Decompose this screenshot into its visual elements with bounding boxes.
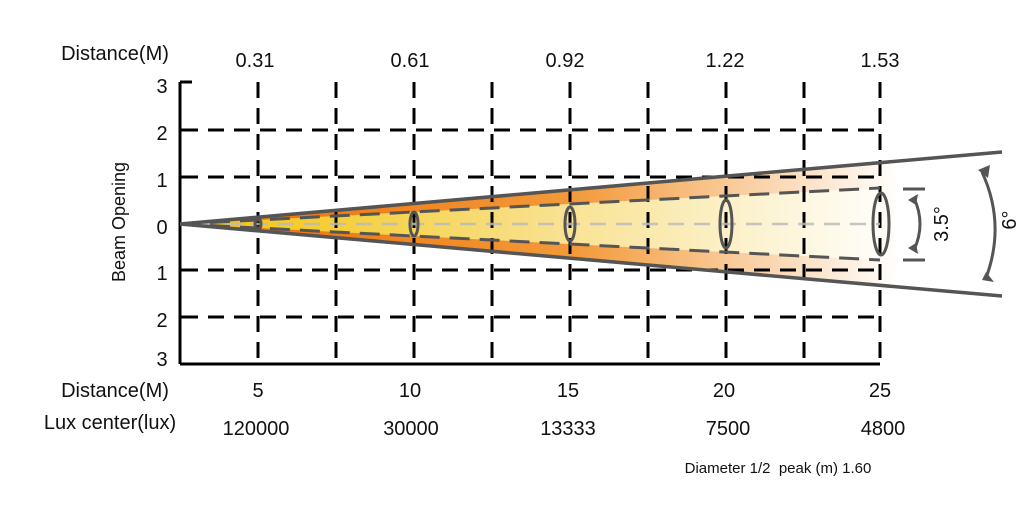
outer-angle-label: 6°: [999, 210, 1021, 229]
cross-section-25m: [871, 191, 891, 257]
top-diameter-3: 0.92: [546, 50, 585, 72]
outer-angle-arrow-up: [978, 165, 990, 178]
bottom-distance-title: Distance(M): [61, 380, 169, 402]
left-tick-3-top: 3: [156, 76, 167, 98]
top-diameter-4: 1.22: [706, 50, 745, 72]
distance-2: 10: [399, 380, 421, 402]
lux-3: 13333: [540, 418, 596, 440]
outer-beam-edges: [179, 150, 1003, 298]
cross-section-10m: [408, 210, 420, 238]
top-diameter-2: 0.61: [391, 50, 430, 72]
left-tick-2-bottom: 2: [156, 310, 167, 332]
distance-4: 20: [713, 380, 735, 402]
cross-section-20m: [718, 198, 734, 250]
inner-beam-edges: [179, 186, 881, 262]
top-diameter-5: 1.53: [861, 50, 900, 72]
left-tick-1-bottom: 1: [156, 263, 167, 285]
grid-horizontal: [182, 128, 880, 319]
left-tick-0: 0: [156, 217, 167, 239]
outer-angle-arrow-down: [982, 272, 994, 282]
lux-1: 120000: [223, 418, 290, 440]
inner-angle-arrow-down: [908, 243, 918, 254]
distance-1: 5: [252, 380, 263, 402]
left-tick-3-bottom: 3: [156, 349, 167, 371]
lux-4: 7500: [706, 418, 751, 440]
lux-title: Lux center(lux): [44, 412, 176, 434]
left-axis-title: Beam Opening: [109, 162, 129, 282]
left-tick-1-top: 1: [156, 170, 167, 192]
lux-5: 4800: [861, 418, 906, 440]
cross-section-5m: [253, 216, 263, 232]
left-tick-2-top: 2: [156, 123, 167, 145]
outer-angle-arc: [980, 171, 997, 279]
inner-beam-fill: [180, 188, 880, 260]
beam-cross-sections: [253, 191, 891, 257]
top-diameter-1: 0.31: [236, 50, 275, 72]
lux-2: 30000: [383, 418, 439, 440]
footnote: Diameter 1/2 peak (m) 1.60: [685, 460, 872, 477]
top-axis-title: Distance(M): [61, 43, 169, 65]
inner-angle-arrow-up: [908, 194, 918, 205]
distance-3: 15: [557, 380, 579, 402]
distance-5: 25: [869, 380, 891, 402]
cross-section-15m: [563, 205, 577, 243]
inner-angle-label: 3.5°: [931, 206, 953, 242]
